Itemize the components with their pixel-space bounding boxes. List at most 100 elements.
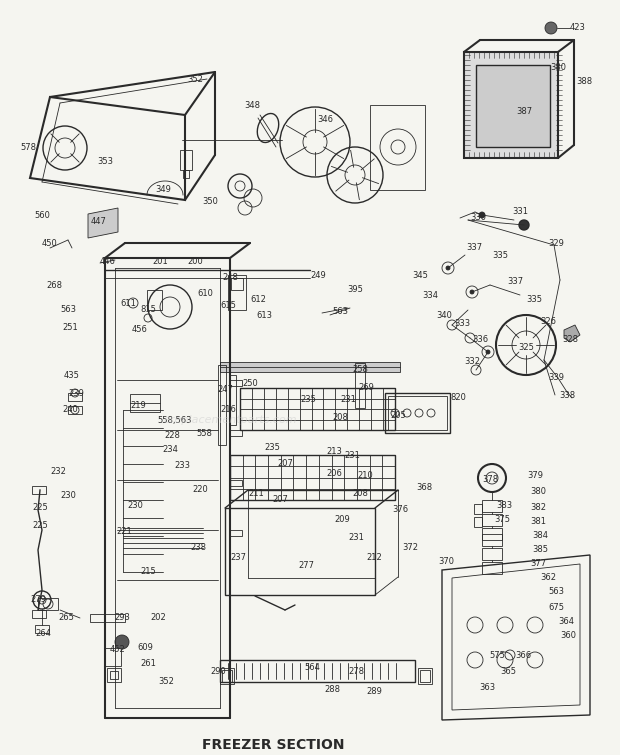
Bar [218,365,226,445]
Text: 232: 232 [50,467,66,476]
Text: 233: 233 [174,461,190,470]
Text: 231: 231 [348,534,364,543]
Text: 202: 202 [150,614,166,623]
Bar [105,648,121,666]
Text: 208: 208 [332,414,348,423]
Text: 368: 368 [416,483,432,492]
Text: 238: 238 [190,544,206,553]
Bar [474,517,482,527]
Text: 450: 450 [42,239,58,248]
Text: 237: 237 [230,553,246,562]
Text: 363: 363 [479,683,495,692]
Text: 334: 334 [422,291,438,300]
Text: 377: 377 [530,559,546,569]
Text: 338: 338 [559,390,575,399]
Circle shape [470,290,474,294]
Text: 613: 613 [256,310,272,319]
Bar [474,504,482,514]
Text: 330: 330 [470,214,486,223]
Text: 201: 201 [152,257,168,267]
Text: 447: 447 [91,217,107,226]
Text: 435: 435 [64,371,80,380]
Bar [32,610,46,618]
Text: 331: 331 [512,208,528,217]
Circle shape [115,635,129,649]
Text: 269: 269 [358,384,374,393]
Text: 609: 609 [137,643,153,652]
Text: 360: 360 [560,631,576,640]
Text: 353: 353 [97,158,113,167]
Text: 352: 352 [187,76,203,85]
Text: 612: 612 [250,295,266,304]
Text: 235: 235 [264,443,280,452]
Text: 221: 221 [116,528,132,537]
Text: 815: 815 [140,306,156,315]
Bar [68,406,82,414]
Polygon shape [88,208,118,238]
Text: 225: 225 [32,503,48,511]
Text: 376: 376 [392,506,408,514]
Bar [231,278,243,290]
Bar [220,668,234,684]
Bar [482,528,502,540]
Bar [230,455,395,500]
Bar [38,598,58,610]
Text: 383: 383 [496,501,512,510]
Text: 395: 395 [347,285,363,294]
Bar [220,362,400,372]
Text: 216: 216 [220,405,236,414]
Bar [370,105,425,190]
Text: 212: 212 [366,553,382,562]
Bar [482,548,502,560]
Text: 205: 205 [390,411,406,420]
Text: 350: 350 [202,198,218,207]
Circle shape [545,22,557,34]
Text: 336: 336 [472,335,488,344]
Text: 265: 265 [58,612,74,621]
Bar [482,534,502,546]
Text: 558: 558 [196,429,212,437]
Text: 208: 208 [352,489,368,498]
Text: 563: 563 [548,587,564,596]
Bar [230,480,242,486]
Text: 207: 207 [272,495,288,504]
Bar [147,290,162,310]
Text: 247: 247 [217,386,233,395]
Text: 675: 675 [548,602,564,612]
Text: 610: 610 [197,289,213,298]
Polygon shape [564,325,580,342]
Bar [230,380,242,386]
Bar [482,500,502,512]
Text: ereplacementparts.com: ereplacementparts.com [163,415,297,425]
Text: 206: 206 [326,470,342,479]
Text: 277: 277 [298,562,314,571]
Text: 250: 250 [242,378,258,387]
Text: 346: 346 [317,116,333,125]
Text: 372: 372 [402,544,418,553]
Text: 230: 230 [127,501,143,510]
Circle shape [519,220,529,230]
Text: 335: 335 [526,295,542,304]
Text: 362: 362 [540,574,556,583]
Text: 364: 364 [558,618,574,627]
Text: 384: 384 [532,531,548,540]
Text: 558,563: 558,563 [157,415,192,424]
Bar [35,625,49,633]
Text: 349: 349 [155,186,171,195]
Text: 452: 452 [110,646,126,655]
Text: 278: 278 [348,667,364,676]
Text: 234: 234 [162,445,178,455]
Text: 382: 382 [530,503,546,511]
Bar [228,275,246,310]
Text: 335: 335 [492,251,508,260]
Text: 348: 348 [244,100,260,109]
Bar [420,670,430,682]
Text: 325: 325 [518,344,534,353]
Text: 423: 423 [570,23,586,32]
Text: 279: 279 [30,596,46,605]
Text: 207: 207 [277,460,293,469]
Bar [68,393,82,401]
Text: 215: 215 [140,568,156,577]
Text: 220: 220 [192,485,208,495]
Text: 575: 575 [489,651,505,660]
